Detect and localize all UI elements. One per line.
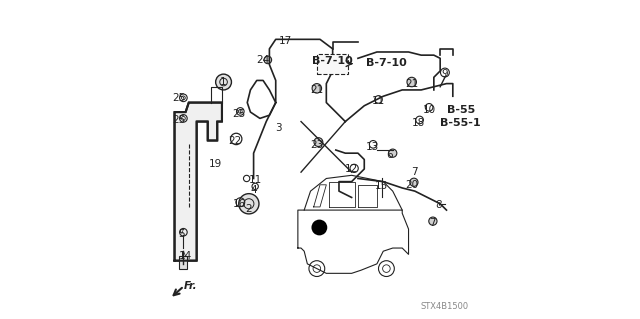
Text: 10: 10 bbox=[422, 106, 436, 115]
Circle shape bbox=[407, 77, 417, 87]
Text: 3: 3 bbox=[276, 123, 282, 133]
Text: 21: 21 bbox=[405, 78, 419, 89]
Text: 11: 11 bbox=[248, 175, 262, 185]
Text: 20: 20 bbox=[405, 180, 419, 190]
Circle shape bbox=[314, 138, 323, 146]
Text: 17: 17 bbox=[278, 36, 292, 46]
Text: 16: 16 bbox=[233, 199, 246, 209]
Text: B-55-1: B-55-1 bbox=[440, 118, 481, 128]
Text: B-7-10: B-7-10 bbox=[312, 56, 353, 66]
Text: 25: 25 bbox=[173, 115, 186, 125]
Circle shape bbox=[216, 74, 232, 90]
Text: 7: 7 bbox=[429, 218, 436, 228]
Bar bbox=[179, 256, 187, 269]
Text: STX4B1500: STX4B1500 bbox=[420, 302, 468, 311]
Text: Fr.: Fr. bbox=[184, 281, 197, 291]
Text: 25: 25 bbox=[173, 93, 186, 103]
Text: 13: 13 bbox=[365, 142, 379, 152]
FancyBboxPatch shape bbox=[317, 54, 348, 74]
Text: 19: 19 bbox=[209, 159, 222, 169]
Text: 6: 6 bbox=[387, 150, 393, 160]
Text: 18: 18 bbox=[412, 118, 425, 128]
Text: 7: 7 bbox=[412, 167, 418, 177]
Circle shape bbox=[309, 261, 324, 277]
Text: 9: 9 bbox=[442, 69, 448, 79]
Text: 21: 21 bbox=[310, 85, 323, 95]
Text: B-7-10: B-7-10 bbox=[366, 58, 406, 68]
Text: B-55: B-55 bbox=[447, 106, 475, 115]
Circle shape bbox=[264, 56, 271, 64]
Circle shape bbox=[378, 261, 394, 277]
Text: 14: 14 bbox=[179, 251, 192, 261]
Text: 15: 15 bbox=[375, 182, 388, 191]
Circle shape bbox=[410, 178, 418, 186]
Circle shape bbox=[388, 149, 397, 157]
Text: 8: 8 bbox=[435, 200, 442, 210]
Text: 12: 12 bbox=[345, 164, 358, 174]
Text: 23: 23 bbox=[310, 140, 323, 150]
Circle shape bbox=[429, 217, 437, 225]
Text: 25: 25 bbox=[233, 109, 246, 119]
Circle shape bbox=[312, 219, 327, 235]
Text: 1: 1 bbox=[220, 77, 227, 87]
Polygon shape bbox=[175, 103, 222, 261]
Text: 24: 24 bbox=[257, 55, 269, 65]
Text: 2: 2 bbox=[246, 204, 252, 213]
Text: 22: 22 bbox=[228, 136, 241, 145]
Text: 5: 5 bbox=[179, 229, 185, 239]
Text: 4: 4 bbox=[250, 184, 257, 195]
Circle shape bbox=[322, 58, 333, 69]
Circle shape bbox=[312, 84, 321, 93]
Circle shape bbox=[239, 194, 259, 214]
Text: 11: 11 bbox=[372, 96, 385, 106]
